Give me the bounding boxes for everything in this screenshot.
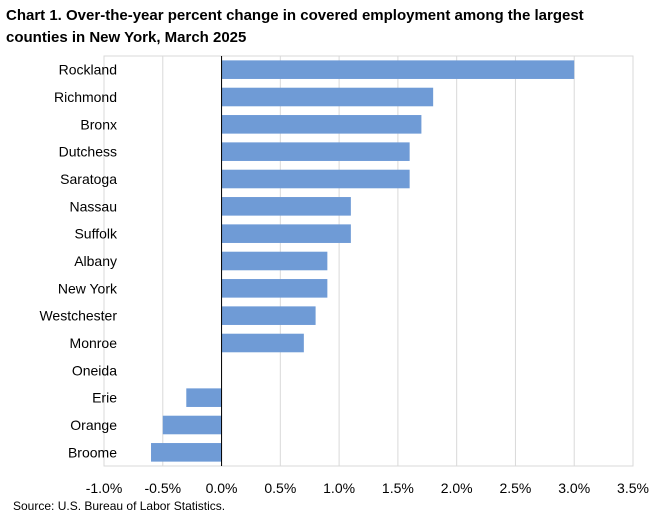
category-label: Albany <box>74 253 117 269</box>
x-tick-label: 3.0% <box>558 480 590 496</box>
bar-westchester <box>221 306 316 325</box>
bar-orange <box>162 415 222 435</box>
bar-richmond <box>221 87 434 107</box>
x-tick-label: -1.0% <box>86 480 123 496</box>
category-label: Dutchess <box>59 144 117 160</box>
bar-new-york <box>221 279 328 298</box>
bar-dutchess <box>221 142 410 161</box>
category-label: Saratoga <box>60 171 117 187</box>
bar-rockland <box>221 60 575 79</box>
x-tick-label: 1.0% <box>323 480 355 496</box>
x-tick-label: 2.0% <box>441 480 473 496</box>
chart-source-note: Source: U.S. Bureau of Labor Statistics. <box>13 499 226 513</box>
category-label: Westchester <box>39 308 117 324</box>
x-tick-label: -0.5% <box>144 480 181 496</box>
category-labels: Rockland Richmond Bronx Dutchess Saratoga Nas… <box>39 62 118 461</box>
bar-bronx <box>221 115 422 134</box>
chart-title: Chart 1. Over-the-year percent change in… <box>6 7 584 46</box>
category-label: New York <box>58 280 118 296</box>
bar-broome <box>151 443 222 462</box>
x-tick-label: 1.5% <box>382 480 414 496</box>
x-tick-label: 0.5% <box>264 480 296 496</box>
category-label: Suffolk <box>74 226 118 242</box>
bar-saratoga <box>221 169 410 189</box>
category-label: Oneida <box>72 362 117 378</box>
bar-monroe <box>221 333 304 353</box>
category-label: Richmond <box>54 89 117 105</box>
x-axis-tick-labels: -1.0% -0.5% 0.0% 0.5% 1.0% 1.5% 2.0% 2.5% 3.0% 3.… <box>86 480 649 496</box>
category-label: Bronx <box>80 116 117 132</box>
category-label: Monroe <box>70 335 118 351</box>
bars <box>151 60 575 462</box>
category-label: Orange <box>70 417 117 433</box>
bar-nassau <box>221 197 351 216</box>
bar-erie <box>186 388 222 407</box>
plot-area <box>103 55 634 467</box>
x-tick-label: 2.5% <box>499 480 531 496</box>
category-label: Rockland <box>59 62 117 78</box>
category-label: Erie <box>92 390 117 406</box>
category-label: Broome <box>68 444 117 460</box>
x-tick-label: 3.5% <box>617 480 649 496</box>
category-label: Nassau <box>70 198 117 214</box>
x-tick-label: 0.0% <box>206 480 238 496</box>
bar-suffolk <box>221 224 351 243</box>
bar-albany <box>221 251 328 271</box>
